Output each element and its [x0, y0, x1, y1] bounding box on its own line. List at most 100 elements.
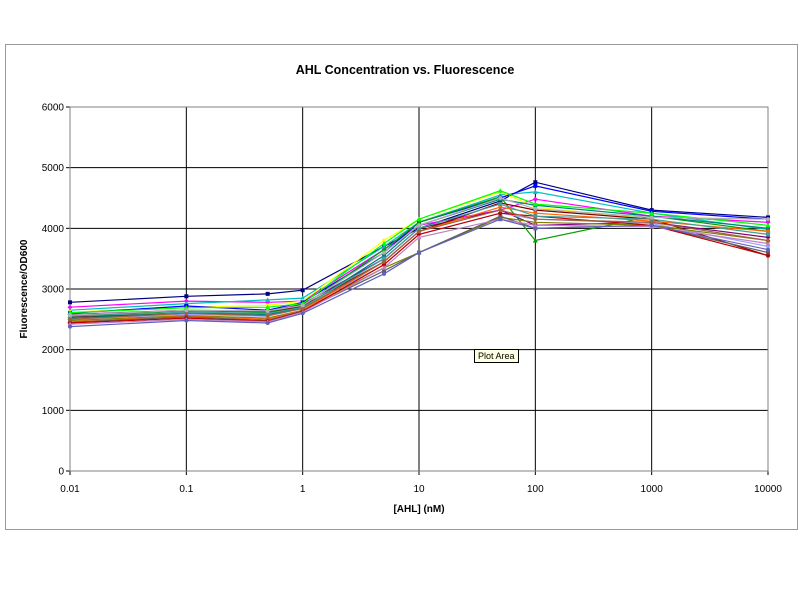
y-tick-label: 2000 [42, 345, 65, 356]
series-line [69, 190, 769, 314]
data-point [381, 241, 387, 246]
series-line [69, 196, 769, 317]
data-point [300, 311, 305, 316]
data-point [300, 295, 306, 301]
data-point [265, 308, 270, 313]
data-point [766, 229, 770, 234]
data-point [533, 226, 538, 231]
series-layer [67, 180, 771, 329]
data-point [67, 316, 73, 322]
data-point [532, 189, 538, 194]
data-point [184, 318, 189, 323]
data-point [766, 226, 770, 231]
plot-border [69, 106, 769, 472]
data-point [67, 304, 73, 310]
data-point [532, 219, 538, 225]
x-tick-label: 10 [413, 484, 425, 495]
chart-title: AHL Concentration vs. Fluorescence [296, 63, 515, 77]
data-point [381, 247, 387, 252]
data-point [649, 219, 655, 225]
data-point [765, 222, 771, 228]
data-point [497, 188, 503, 193]
data-point [533, 183, 538, 188]
data-point [381, 253, 386, 258]
data-point [533, 180, 538, 185]
data-point [765, 241, 771, 246]
series-line [69, 218, 769, 328]
data-point [533, 206, 538, 211]
data-point [532, 201, 538, 207]
data-point [766, 232, 770, 237]
data-point [265, 297, 271, 302]
data-point [381, 238, 386, 243]
data-point [381, 256, 386, 261]
x-tick-label: 1000 [641, 484, 664, 495]
series-line [69, 216, 769, 322]
y-tick-label: 0 [58, 467, 64, 478]
data-point [649, 223, 654, 228]
data-point [498, 196, 503, 200]
data-point [265, 320, 270, 325]
data-point [184, 308, 189, 313]
series-line [69, 197, 769, 316]
y-tick-label: 1000 [42, 406, 65, 417]
x-tick-label: 10000 [754, 484, 782, 495]
data-point [765, 237, 771, 243]
data-point [381, 271, 386, 276]
data-point [649, 210, 655, 216]
data-point [766, 247, 770, 252]
data-point [649, 215, 654, 220]
x-tick-label: 100 [527, 484, 544, 495]
data-point [533, 211, 538, 216]
data-point [265, 291, 270, 296]
series-19 [67, 188, 771, 315]
data-point [766, 250, 770, 255]
data-point [416, 234, 422, 240]
data-point [532, 237, 538, 243]
y-tick-label: 4000 [42, 224, 65, 235]
data-point [184, 294, 189, 299]
data-point [532, 222, 538, 228]
data-point [416, 228, 422, 234]
y-tick-labels: 0 1000 2000 3000 4000 5000 6000 [42, 103, 65, 478]
data-point [532, 196, 538, 202]
data-point [381, 250, 386, 255]
data-point [498, 205, 503, 210]
data-point [766, 217, 770, 222]
data-point [417, 226, 421, 231]
series-line [69, 203, 769, 317]
data-point [765, 253, 771, 259]
data-point [68, 324, 72, 329]
data-point [498, 214, 503, 219]
data-point [498, 202, 503, 207]
series-18 [67, 207, 771, 322]
x-axis-title: [AHL] (nM) [393, 504, 444, 515]
data-point [265, 313, 271, 319]
y-tick-label: 5000 [42, 163, 65, 174]
series-16 [68, 217, 770, 329]
x-tick-labels: 0.01 0.1 1 10 100 1000 10000 [60, 484, 782, 495]
y-axis-title: Fluorescence/OD600 [19, 239, 30, 338]
data-point [68, 300, 72, 305]
data-point [265, 304, 271, 310]
data-point [381, 268, 386, 273]
data-point [497, 207, 503, 213]
data-point [300, 305, 306, 311]
data-point [417, 250, 421, 255]
series-line [69, 218, 769, 325]
data-point [183, 310, 189, 316]
series-20 [68, 196, 770, 318]
x-tick-label: 0.1 [179, 484, 193, 495]
series-line [69, 209, 769, 320]
x-tick-label: 1 [300, 484, 306, 495]
data-point [497, 210, 503, 216]
data-point [68, 313, 72, 318]
data-point [381, 259, 387, 265]
data-point [300, 303, 305, 308]
x-tick-label: 0.01 [60, 484, 80, 495]
data-point [381, 244, 387, 249]
data-point [300, 288, 305, 293]
data-point [416, 219, 422, 225]
series-line [69, 191, 769, 311]
